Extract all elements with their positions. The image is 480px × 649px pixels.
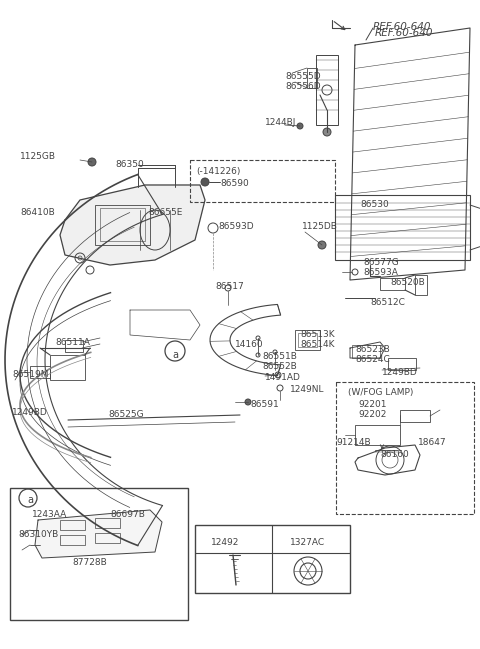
Circle shape	[245, 399, 251, 405]
Text: 92201: 92201	[358, 400, 386, 409]
Text: 91214B: 91214B	[336, 438, 371, 447]
Text: 1244BJ: 1244BJ	[265, 118, 296, 127]
Text: 86524C: 86524C	[355, 355, 390, 364]
Text: 1249BD: 1249BD	[382, 368, 418, 377]
Bar	[335, 195, 470, 260]
Text: 86525G: 86525G	[108, 410, 144, 419]
Text: 86591: 86591	[250, 400, 279, 409]
Text: (W/FOG LAMP): (W/FOG LAMP)	[348, 388, 413, 397]
Circle shape	[88, 158, 96, 166]
Text: 86519M: 86519M	[12, 370, 48, 379]
Bar	[50, 355, 85, 380]
Text: 86410B: 86410B	[20, 208, 55, 217]
Text: 86310YB: 86310YB	[18, 530, 58, 539]
Text: 86517: 86517	[215, 282, 244, 291]
Text: 18647: 18647	[418, 438, 446, 447]
Text: 86513K: 86513K	[300, 330, 335, 339]
Bar	[388, 358, 416, 370]
Bar	[10, 488, 188, 620]
Text: 86577G: 86577G	[363, 258, 399, 267]
Bar	[60, 535, 85, 545]
Text: 86512C: 86512C	[370, 298, 405, 307]
Text: 14160: 14160	[235, 340, 264, 349]
Text: 1327AC: 1327AC	[290, 538, 325, 547]
Text: 1125DB: 1125DB	[302, 222, 338, 231]
Text: 1491AD: 1491AD	[265, 373, 301, 382]
Bar	[100, 208, 145, 241]
Text: 86555D: 86555D	[285, 72, 321, 81]
Polygon shape	[35, 510, 162, 558]
Text: 87728B: 87728B	[72, 558, 107, 567]
Bar	[307, 68, 317, 88]
Text: 86520B: 86520B	[390, 278, 425, 287]
Text: 86514K: 86514K	[300, 340, 335, 349]
Bar	[400, 410, 430, 422]
Text: 1243AA: 1243AA	[32, 510, 67, 519]
Circle shape	[201, 178, 209, 186]
Text: 86523B: 86523B	[355, 345, 390, 354]
Bar	[355, 425, 400, 445]
Text: 1125GB: 1125GB	[20, 152, 56, 161]
Text: (-141226): (-141226)	[196, 167, 240, 176]
Text: a: a	[172, 350, 178, 360]
Bar	[415, 275, 427, 295]
Text: 1249NL: 1249NL	[290, 385, 324, 394]
Text: REF.60-640: REF.60-640	[373, 22, 432, 32]
Text: 86551B: 86551B	[262, 352, 297, 361]
Text: REF.60-640: REF.60-640	[375, 28, 433, 38]
Text: 86655E: 86655E	[148, 208, 182, 217]
Text: 86511A: 86511A	[55, 338, 90, 347]
Text: 86593A: 86593A	[363, 268, 398, 277]
Bar	[336, 382, 474, 514]
Bar	[95, 518, 120, 528]
Text: 86552B: 86552B	[262, 362, 297, 371]
Bar	[195, 525, 350, 593]
Circle shape	[318, 241, 326, 249]
Text: 1249BD: 1249BD	[12, 408, 48, 417]
Text: 12492: 12492	[211, 538, 239, 547]
Bar	[60, 520, 85, 530]
Bar	[30, 366, 50, 378]
Circle shape	[297, 123, 303, 129]
Text: 86697B: 86697B	[110, 510, 145, 519]
Circle shape	[323, 128, 331, 136]
Bar	[295, 330, 320, 350]
Bar	[95, 205, 150, 245]
Polygon shape	[60, 185, 205, 265]
Bar	[352, 345, 380, 358]
Bar	[380, 278, 405, 290]
Bar	[190, 160, 335, 202]
Bar	[95, 533, 120, 543]
Text: 92202: 92202	[358, 410, 386, 419]
Bar	[298, 333, 317, 347]
Text: 86160: 86160	[380, 450, 409, 459]
Bar	[65, 340, 83, 352]
Text: 86350: 86350	[115, 160, 144, 169]
Text: 86556D: 86556D	[285, 82, 321, 91]
Text: a: a	[27, 495, 33, 505]
Text: 86590: 86590	[220, 179, 249, 188]
Text: 86593D: 86593D	[218, 222, 253, 231]
Bar	[316, 55, 338, 125]
Text: 86530: 86530	[360, 200, 389, 209]
